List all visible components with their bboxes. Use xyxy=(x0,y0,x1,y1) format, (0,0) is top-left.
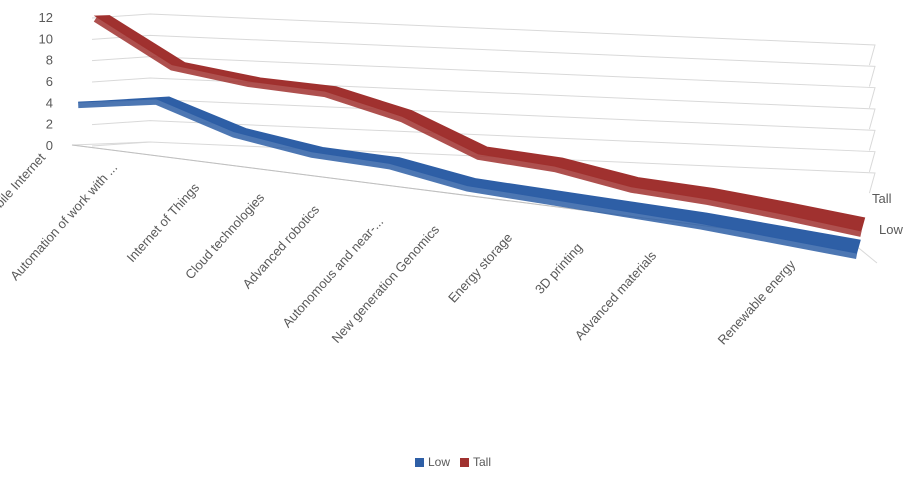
legend-label-low: Low xyxy=(427,455,450,469)
category-label: 3D printing xyxy=(532,240,585,297)
series-line-low xyxy=(78,98,858,260)
category-label: Renewable energy xyxy=(715,257,799,348)
category-label: Internet of Things xyxy=(124,180,203,265)
legend-item-low: Low xyxy=(414,455,450,469)
series-layer xyxy=(78,15,866,260)
depth-label: Tall xyxy=(872,191,892,206)
depth-label: Low xyxy=(879,222,903,237)
legend-item-tall: Tall xyxy=(460,455,491,469)
y-tick-label: 4 xyxy=(46,95,53,110)
legend-swatch-low xyxy=(414,457,424,467)
y-tick-label: 2 xyxy=(46,117,53,132)
y-tick-label: 12 xyxy=(39,10,53,25)
gridline xyxy=(91,77,876,130)
category-label: Energy storage xyxy=(445,230,515,306)
category-label: Advanced materials xyxy=(572,248,660,343)
y-tick-label: 6 xyxy=(46,74,53,89)
category-label: Mobile Internet xyxy=(0,150,48,224)
gridline xyxy=(91,120,876,172)
gridline xyxy=(91,56,876,108)
legend-swatch-tall xyxy=(460,457,469,467)
category-label: New generation Genomics xyxy=(329,222,443,346)
gridline xyxy=(91,34,876,87)
legend-label-tall: Tall xyxy=(473,455,492,469)
legend: Low Tall xyxy=(0,455,906,469)
y-axis-ticks: 0 2 4 6 8 10 12 xyxy=(39,10,53,153)
series-line-tall xyxy=(93,16,862,237)
gridline xyxy=(91,13,876,66)
y-tick-label: 10 xyxy=(39,31,53,46)
y-tick-label: 0 xyxy=(46,138,53,153)
y-tick-label: 8 xyxy=(46,53,53,68)
depth-axis-labels: Low Tall xyxy=(872,191,903,237)
